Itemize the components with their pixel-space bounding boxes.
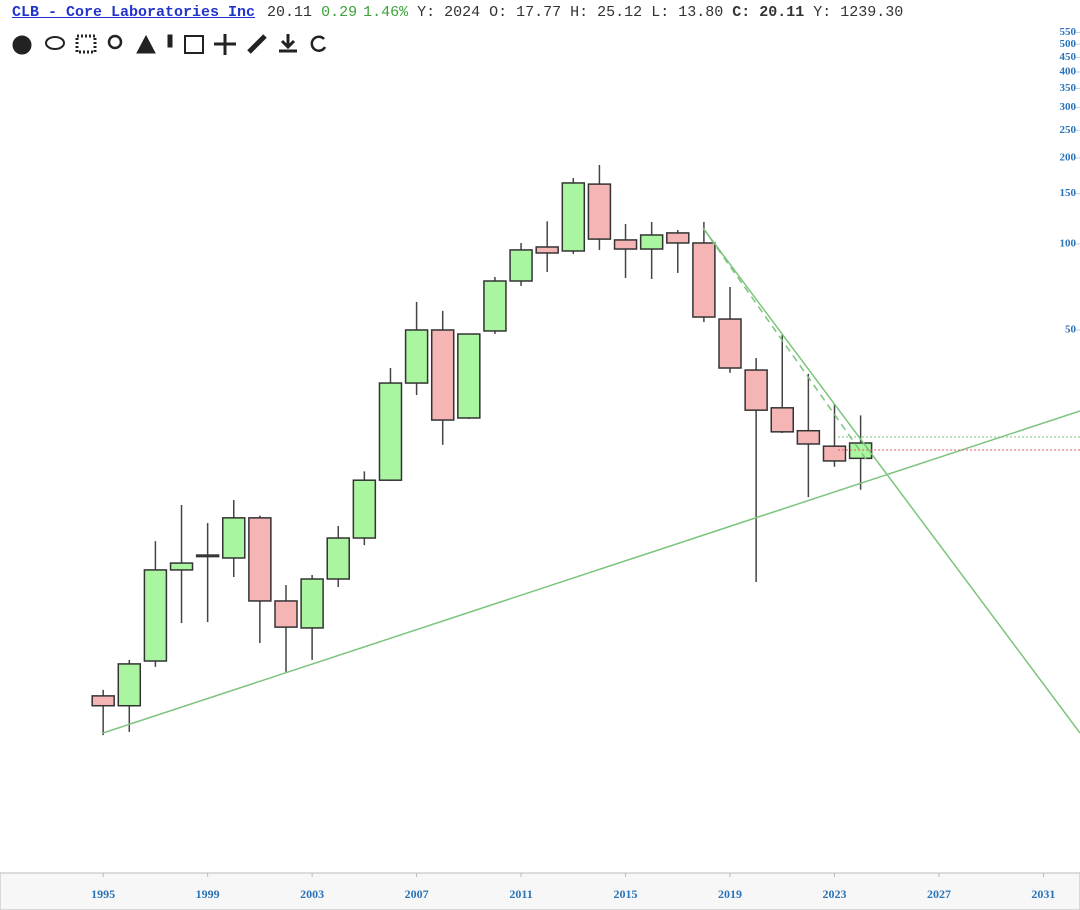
- x-tick-label: 2027: [927, 887, 951, 901]
- list-icon[interactable]: [75, 34, 97, 54]
- field-value: 13.80: [678, 4, 724, 21]
- candle-body: [561, 182, 586, 252]
- y-tick-label: 250: [1060, 124, 1077, 136]
- search-icon[interactable]: [107, 34, 123, 50]
- field-value: 20.11: [759, 4, 805, 21]
- triangle-icon[interactable]: [136, 34, 156, 54]
- x-tick-label: 2019: [718, 887, 742, 901]
- field-value: 17.77: [516, 4, 562, 21]
- candle-body: [718, 318, 742, 369]
- candle-body: [430, 329, 455, 421]
- field-value: 25.12: [597, 4, 643, 21]
- candle-body: [639, 234, 664, 250]
- change-pct: 1.46%: [363, 4, 409, 21]
- y-tick-label: 550: [1060, 26, 1077, 38]
- move-icon[interactable]: [214, 34, 236, 55]
- x-tick-label: 2003: [300, 887, 324, 901]
- candle-body: [274, 600, 298, 628]
- toolbar: [12, 34, 327, 55]
- candle-body: [378, 382, 403, 481]
- x-tick-label: 2023: [822, 887, 846, 901]
- calendar-icon[interactable]: [184, 35, 204, 54]
- ohlc-fields: Y: 2024 O: 17.77 H: 25.12 L: 13.80 C: 20.11 Y: 1239…: [417, 4, 912, 21]
- y-tick-label: 300: [1060, 101, 1077, 113]
- candle-body: [169, 562, 194, 571]
- x-tick-label: 2007: [405, 887, 429, 901]
- field-label: L:: [651, 4, 670, 21]
- change: 0.29: [321, 4, 358, 21]
- candle-body: [222, 517, 246, 559]
- download-icon[interactable]: [279, 34, 297, 53]
- y-tick-label: 350: [1060, 82, 1077, 94]
- y-tick-label: 450: [1060, 51, 1077, 63]
- y-tick-label: 150: [1060, 187, 1077, 199]
- link-icon[interactable]: [247, 34, 267, 54]
- field-label: Y:: [813, 4, 832, 21]
- y-tick-label: 100: [1060, 237, 1077, 249]
- candle-body: [666, 232, 690, 244]
- dashboard-icon[interactable]: [12, 35, 32, 55]
- candle-body: [404, 329, 429, 384]
- field-label: Y:: [417, 4, 436, 21]
- y-tick-label: 50: [1065, 324, 1077, 336]
- x-tick-label: 2015: [614, 887, 638, 901]
- candle-body: [535, 246, 559, 254]
- quote-header: CLB - Core Laboratories Inc 20.11 0.29 1.46…: [12, 4, 921, 21]
- trendline: [102, 410, 1080, 734]
- field-label: H:: [570, 4, 589, 21]
- candle-body: [692, 242, 716, 318]
- candle-body: [613, 239, 638, 250]
- trendlines: [102, 227, 1080, 734]
- y-tick-label: 400: [1060, 65, 1077, 77]
- candle-body: [744, 369, 768, 411]
- x-tick-label: 1995: [91, 887, 115, 901]
- candle-body: [195, 554, 220, 558]
- candle-body: [326, 537, 350, 580]
- candle-body: [822, 445, 847, 462]
- candle-body: [457, 333, 481, 419]
- candle-body: [587, 183, 612, 240]
- x-tick-label: 2031: [1031, 887, 1055, 901]
- trendline: [702, 227, 1080, 734]
- y-tick-label: 200: [1060, 151, 1077, 163]
- refresh-icon[interactable]: [310, 35, 327, 52]
- symbol-link[interactable]: CLB - Core Laboratories Inc: [12, 4, 256, 21]
- x-tick-label: 1999: [196, 887, 220, 901]
- y-tick-label: 500: [1060, 38, 1077, 50]
- candle-body: [770, 407, 794, 433]
- field-value: 1239.30: [840, 4, 904, 21]
- comment-icon[interactable]: [45, 36, 65, 50]
- alert-icon[interactable]: [167, 34, 173, 48]
- candle-body: [483, 280, 507, 332]
- field-value: 2024: [444, 4, 481, 21]
- field-label: O:: [489, 4, 508, 21]
- candle-body: [117, 663, 142, 707]
- candle-body: [796, 429, 821, 445]
- x-tick-label: 2011: [509, 887, 532, 901]
- candle-body: [91, 695, 115, 707]
- candle-body: [509, 249, 533, 282]
- x-axis-strip: [0, 872, 1080, 910]
- candle-body: [352, 479, 377, 539]
- field-label: C:: [732, 4, 751, 21]
- last-price: 20.11: [267, 4, 313, 21]
- candle-body: [143, 569, 168, 662]
- candle-body: [248, 517, 272, 602]
- candle-body: [300, 578, 324, 629]
